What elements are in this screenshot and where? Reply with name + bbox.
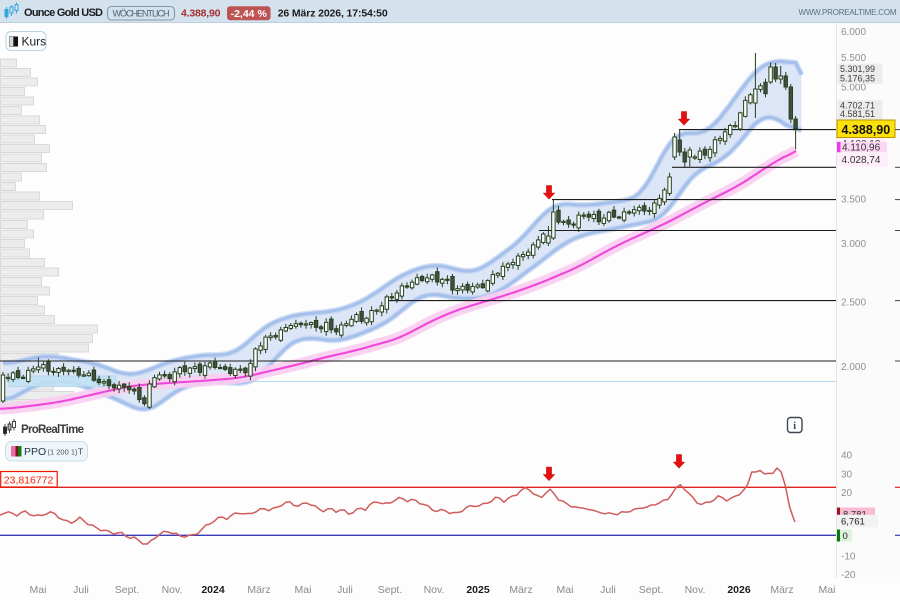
svg-text:5.301,99: 5.301,99 <box>840 64 875 74</box>
svg-text:Juli: Juli <box>73 584 89 596</box>
svg-text:ProRealTime: ProRealTime <box>21 424 84 436</box>
svg-text:i: i <box>793 421 796 432</box>
svg-text:2.000: 2.000 <box>841 362 866 373</box>
svg-text:0: 0 <box>843 531 848 542</box>
svg-text:März: März <box>770 584 793 596</box>
svg-text:5.500: 5.500 <box>841 53 866 64</box>
svg-text:6,761: 6,761 <box>841 517 865 528</box>
svg-text:Juli: Juli <box>600 584 616 596</box>
svg-text:30: 30 <box>841 469 853 480</box>
svg-text:4.388,90: 4.388,90 <box>842 123 891 137</box>
svg-text:-10: -10 <box>841 551 856 562</box>
svg-text:2.500: 2.500 <box>841 297 866 308</box>
svg-text:Sept.: Sept. <box>115 584 140 596</box>
svg-text:20: 20 <box>841 488 853 499</box>
svg-text:PPO: PPO <box>24 446 46 458</box>
svg-text:Mai: Mai <box>30 584 47 596</box>
svg-text:23,816772: 23,816772 <box>4 475 54 487</box>
svg-text:Kurs: Kurs <box>22 35 47 49</box>
svg-text:3.500: 3.500 <box>841 194 866 205</box>
svg-text:6.000: 6.000 <box>841 27 866 38</box>
svg-text:2025: 2025 <box>466 584 490 596</box>
svg-text:Sept.: Sept. <box>378 584 403 596</box>
svg-text:März: März <box>247 584 270 596</box>
svg-text:März: März <box>509 584 532 596</box>
svg-text:5.000: 5.000 <box>841 82 866 93</box>
svg-text:Mai: Mai <box>295 584 312 596</box>
svg-text:2026: 2026 <box>727 584 751 596</box>
svg-text:Nov.: Nov. <box>685 584 706 596</box>
svg-text:Sept.: Sept. <box>639 584 664 596</box>
svg-text:Mai: Mai <box>557 584 574 596</box>
svg-text:Nov.: Nov. <box>424 584 445 596</box>
svg-text:Ounce Gold USD: Ounce Gold USD <box>24 7 103 19</box>
svg-text:Nov.: Nov. <box>162 584 183 596</box>
svg-text:4.028,74: 4.028,74 <box>842 155 881 166</box>
svg-text:Juli: Juli <box>337 584 353 596</box>
svg-text:40: 40 <box>841 450 853 461</box>
svg-text:4.388,90: 4.388,90 <box>181 7 221 19</box>
svg-text:-20: -20 <box>841 570 856 581</box>
svg-text:4.581,51: 4.581,51 <box>840 109 875 119</box>
svg-text:2024: 2024 <box>201 584 225 596</box>
svg-text:T: T <box>78 447 83 457</box>
svg-text:(1 200 1): (1 200 1) <box>48 448 79 457</box>
svg-text:Mai: Mai <box>819 584 836 596</box>
svg-text:WÖCHENTLICH: WÖCHENTLICH <box>113 8 170 18</box>
svg-text:5.176,35: 5.176,35 <box>840 74 875 84</box>
svg-text:WWW.PROREALTIME.COM: WWW.PROREALTIME.COM <box>799 8 897 17</box>
svg-text:4.702,71: 4.702,71 <box>840 101 875 111</box>
svg-text:3.000: 3.000 <box>841 239 866 250</box>
svg-text:-2,44 %: -2,44 % <box>231 8 268 20</box>
svg-text:26 März 2026, 17:54:50: 26 März 2026, 17:54:50 <box>278 7 388 19</box>
svg-text:4.110,96: 4.110,96 <box>842 142 881 153</box>
